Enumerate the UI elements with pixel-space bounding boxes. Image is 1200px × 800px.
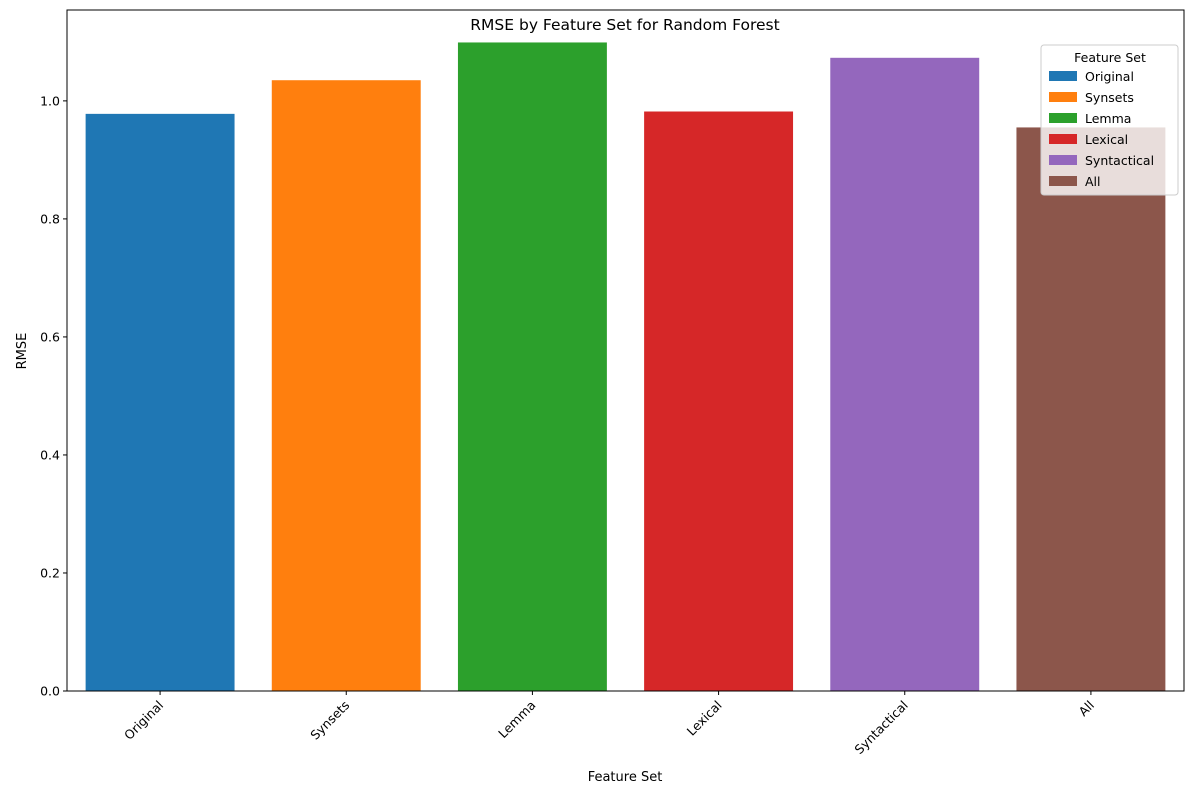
legend-label-synsets: Synsets <box>1085 90 1134 105</box>
y-tick-label: 0.0 <box>40 684 60 699</box>
y-axis-ticks: 0.0 0.2 0.4 0.6 0.8 1.0 <box>40 93 67 699</box>
bar-lexical <box>644 111 794 691</box>
y-tick-label: 0.4 <box>40 447 60 462</box>
legend-label-lemma: Lemma <box>1085 111 1131 126</box>
y-tick-label: 0.8 <box>40 211 60 226</box>
legend-swatch-all <box>1049 176 1077 186</box>
y-axis-label: RMSE <box>15 333 30 370</box>
y-tick-label: 0.6 <box>40 329 60 344</box>
bar-all <box>1016 127 1166 692</box>
legend-label-lexical: Lexical <box>1085 132 1128 147</box>
legend: Feature Set Original Synsets Lemma Lexical S… <box>1040 44 1179 196</box>
y-tick-label: 1.0 <box>40 93 60 108</box>
legend-title: Feature Set <box>1074 50 1146 65</box>
bars-group <box>85 42 1166 692</box>
chart-title: RMSE by Feature Set for Random Forest <box>470 16 779 34</box>
legend-swatch-lexical <box>1049 134 1077 144</box>
legend-swatch-lemma <box>1049 113 1077 123</box>
legend-swatch-original <box>1049 71 1077 81</box>
bar-original <box>85 113 235 692</box>
bar-synsets <box>271 80 421 692</box>
legend-label-syntactical: Syntactical <box>1085 153 1154 168</box>
plot-area-frame <box>66 9 1185 692</box>
legend-items: Original Synsets Lemma Lexical Syntactical Al… <box>1049 69 1154 189</box>
legend-label-original: Original <box>1085 69 1134 84</box>
legend-swatch-syntactical <box>1049 155 1077 165</box>
bar-syntactical <box>830 57 980 692</box>
bar-lemma <box>457 42 607 691</box>
legend-label-all: All <box>1085 174 1101 189</box>
legend-swatch-synsets <box>1049 92 1077 102</box>
y-tick-label: 0.2 <box>40 565 60 580</box>
x-axis-label: Feature Set <box>588 770 663 785</box>
